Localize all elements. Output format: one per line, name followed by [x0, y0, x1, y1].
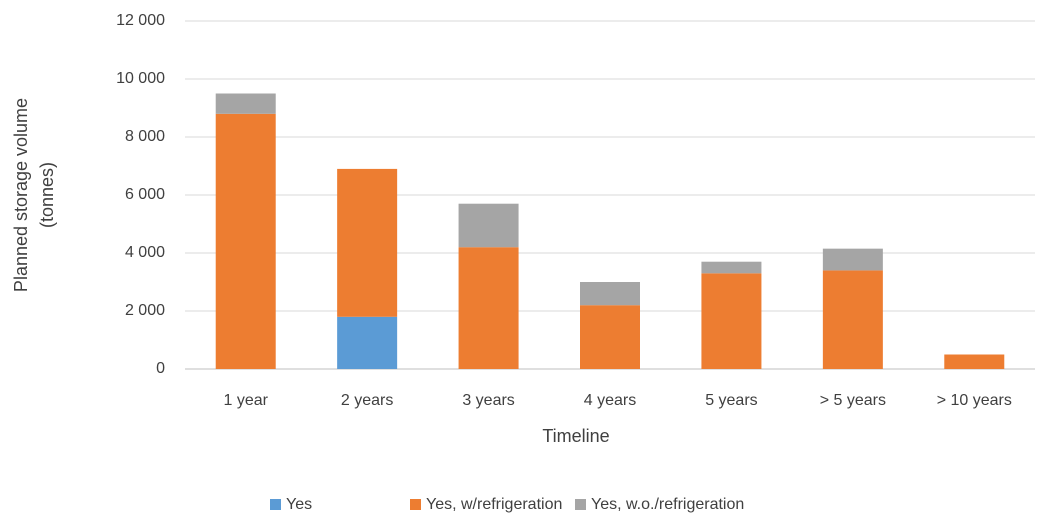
legend-swatch: [270, 499, 281, 510]
bar-segment: [822, 270, 883, 369]
y-tick-label: 4 000: [125, 244, 165, 261]
x-tick-label: 1 year: [223, 392, 268, 409]
bar-segment: [944, 354, 1005, 369]
y-tick-label: 8 000: [125, 128, 165, 145]
y-axis-label: (tonnes): [37, 162, 57, 228]
x-tick-label: 3 years: [462, 392, 514, 409]
legend-swatch: [410, 499, 421, 510]
bar-segment: [580, 305, 640, 369]
bar-segment: [215, 93, 276, 114]
bar-segment: [337, 316, 398, 369]
legend-label: Yes: [286, 496, 312, 513]
x-tick-label: 2 years: [341, 392, 393, 409]
bar-segment: [215, 113, 276, 369]
bar-segment: [337, 168, 398, 317]
bar-segment: [701, 273, 762, 369]
x-tick-label: 5 years: [705, 392, 757, 409]
y-axis-label: Planned storage volume: [11, 98, 31, 292]
y-tick-label: 10 000: [116, 70, 165, 87]
y-tick-label: 0: [156, 360, 165, 377]
bar-segment: [701, 261, 762, 274]
bar-segment: [580, 282, 640, 306]
legend-label: Yes, w/refrigeration: [426, 496, 562, 513]
x-tick-label: > 10 years: [937, 392, 1012, 409]
bar-segment: [458, 247, 519, 369]
x-tick-label: > 5 years: [820, 392, 886, 409]
legend-label: Yes, w.o./refrigeration: [591, 496, 744, 513]
x-axis-label: Timeline: [542, 426, 609, 446]
legend-swatch: [575, 499, 586, 510]
y-tick-label: 2 000: [125, 302, 165, 319]
bar-segment: [822, 248, 883, 271]
y-tick-label: 12 000: [116, 12, 165, 29]
x-tick-label: 4 years: [584, 392, 636, 409]
y-tick-label: 6 000: [125, 186, 165, 203]
bar-segment: [458, 203, 519, 248]
